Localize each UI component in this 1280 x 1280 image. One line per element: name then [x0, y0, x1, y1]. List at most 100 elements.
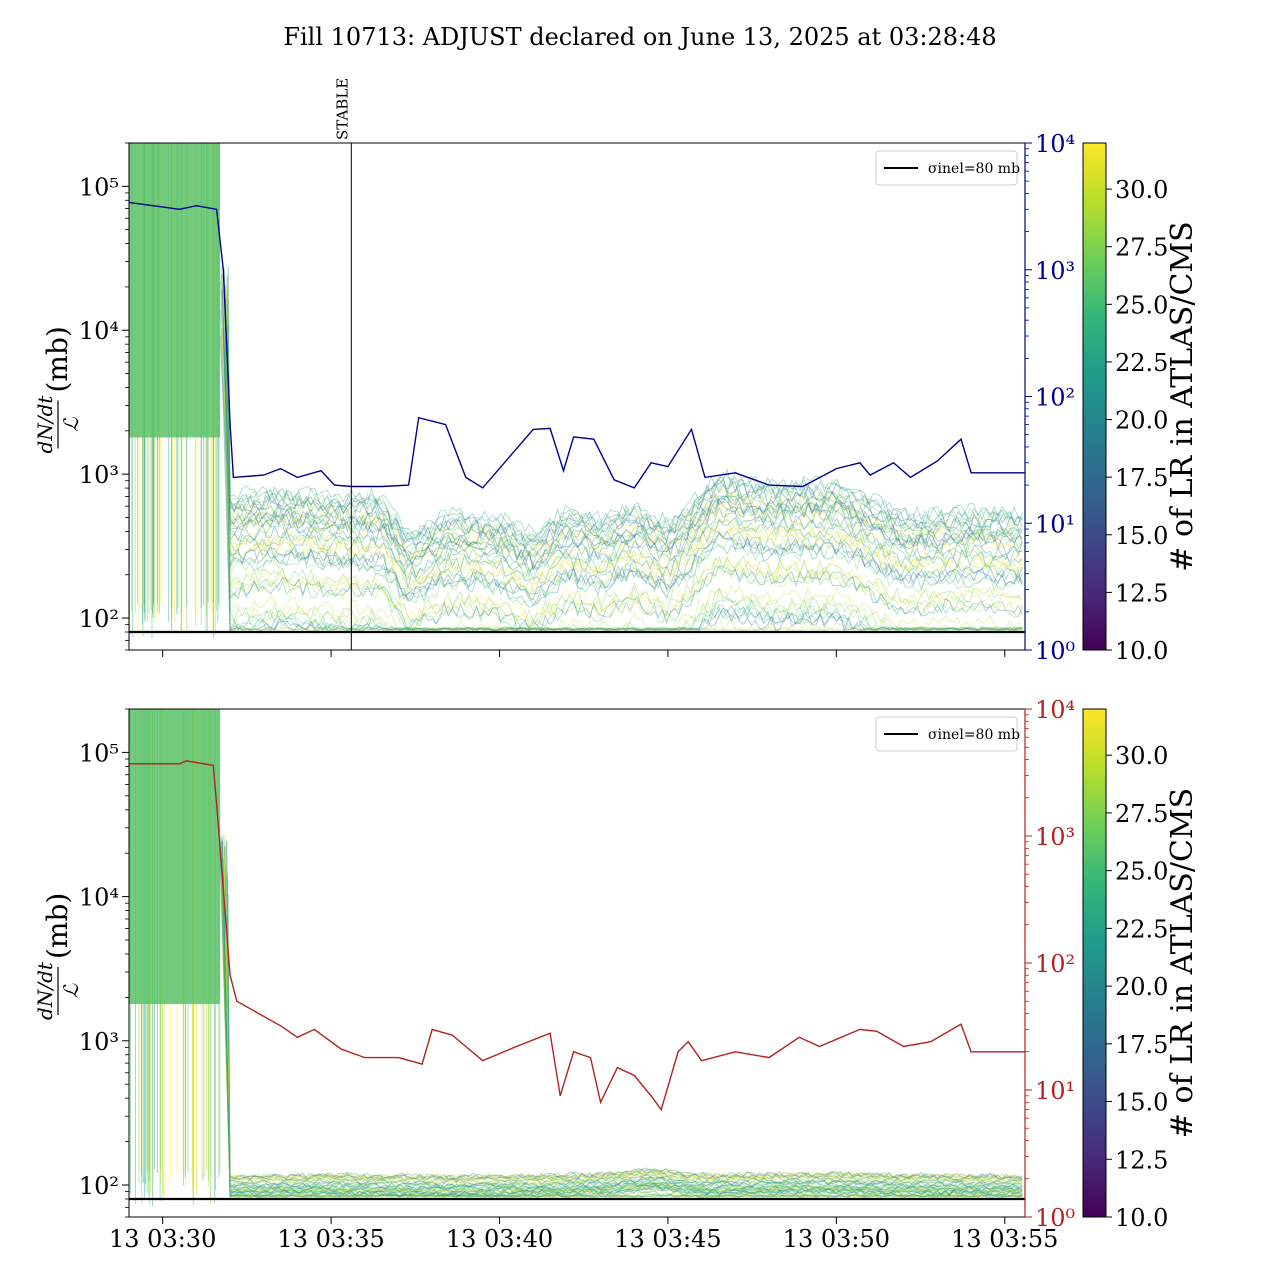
lr-trace [227, 340, 1023, 602]
lr-trace [224, 905, 1023, 1197]
y-tick-label: 10⁴ [79, 317, 119, 345]
lr-trace [220, 858, 1023, 1189]
y-axis-label: dN/dt ℒ (mb) [33, 893, 83, 1020]
lr-trace [227, 297, 1023, 632]
right-y-tick-label: 10⁰ [1035, 637, 1075, 665]
y-label-numerator: dN/dt [33, 395, 57, 454]
lr-trace [221, 871, 1023, 1198]
lr-trace [223, 268, 1023, 579]
lr-trace [227, 268, 1023, 563]
y-tick-label: 10⁵ [79, 173, 119, 201]
axes-frame [128, 708, 1026, 1218]
colorbar-tick-label: 27.5 [1115, 234, 1168, 262]
lr-trace [223, 898, 1023, 1193]
colorbar-tick-label: 10.0 [1115, 1204, 1168, 1232]
legend: σinel=80 mb [875, 150, 1020, 186]
lr-trace [221, 887, 1023, 1195]
legend-label: σinel=80 mb [928, 161, 1020, 177]
lr-trace [220, 281, 1023, 632]
y-label-denominator: ℒ [59, 983, 83, 998]
lr-trace [219, 854, 1023, 1182]
axes-frame [128, 142, 1026, 651]
pre-stable-band [129, 709, 220, 1004]
lr-trace [220, 841, 1023, 1199]
lr-trace [222, 327, 1023, 552]
lr-trace [222, 331, 1023, 566]
lr-trace [222, 840, 1023, 1199]
lr-trace [224, 855, 1023, 1180]
lr-trace [224, 312, 1023, 540]
right-axis-series-line [129, 760, 1025, 1112]
lr-trace [226, 325, 1023, 543]
lr-trace [221, 838, 1023, 1198]
colorbar-tick-label: 15.0 [1115, 522, 1168, 550]
y-label-numerator: dN/dt [33, 961, 57, 1020]
lr-trace [225, 284, 1023, 632]
lr-trace [224, 308, 1023, 599]
lr-trace [226, 290, 1023, 629]
lr-trace [227, 292, 1023, 543]
lr-trace [223, 342, 1023, 581]
colorbar: 10.0 12.5 15.0 17.5 20.0 22.5 25.0 27.5 30.0 # of… [1082, 142, 1200, 665]
y-tick-label: 10² [79, 1172, 119, 1200]
y-tick-label: 10³ [79, 461, 119, 489]
lr-trace [219, 309, 1023, 632]
lr-trace [221, 848, 1023, 1198]
right-y-tick-label: 10³ [1035, 823, 1075, 851]
colorbar: 10.0 12.5 15.0 17.5 20.0 22.5 25.0 27.5 30.0 # of… [1082, 708, 1200, 1232]
legend-box [875, 150, 1018, 186]
lr-trace [221, 838, 1023, 1195]
lr-trace [223, 268, 1023, 593]
lr-trace [225, 311, 1023, 632]
x-tick-label: 13 03:35 [277, 1225, 384, 1253]
lr-trace [220, 856, 1023, 1181]
lr-trace [220, 266, 1023, 547]
right-y-tick-label: 10¹ [1035, 1077, 1075, 1105]
right-y-tick-label: 10⁴ [1035, 696, 1075, 724]
y-tick-label: 10² [79, 605, 119, 633]
lr-trace [224, 868, 1023, 1192]
lr-trace [225, 303, 1023, 589]
colorbar-tick-label: 22.5 [1115, 349, 1168, 377]
lr-trace [224, 284, 1023, 633]
lr-trace [226, 877, 1023, 1194]
lr-trace [223, 832, 1023, 1182]
lr-trace [221, 840, 1023, 1180]
x-tick-label: 13 03:55 [951, 1225, 1058, 1253]
lr-trace [224, 870, 1023, 1198]
lr-trace [225, 896, 1023, 1184]
right-y-tick-label: 10⁰ [1035, 1204, 1075, 1232]
lr-trace [221, 274, 1023, 632]
colorbar-gradient [1082, 708, 1107, 1218]
lr-trace [222, 287, 1023, 560]
lr-trace [224, 846, 1023, 1198]
right-y-tick-label: 10³ [1035, 257, 1075, 285]
lr-trace [225, 323, 1023, 572]
colorbar-tick-label: 30.0 [1115, 742, 1168, 770]
right-y-tick-label: 10⁴ [1035, 130, 1075, 158]
y-axis-label: dN/dt ℒ (mb) [33, 326, 83, 453]
lr-trace [223, 874, 1023, 1194]
colorbar-tick-label: 30.0 [1115, 176, 1168, 204]
legend: σinel=80 mb [875, 716, 1020, 752]
y-label-denominator: ℒ [59, 417, 83, 432]
lr-traces [219, 266, 1023, 633]
lr-trace [224, 285, 1023, 560]
y-tick-label: 10⁵ [79, 739, 119, 767]
plot-area [129, 143, 1025, 639]
x-tick-label: 13 03:45 [614, 1225, 721, 1253]
legend-label: σinel=80 mb [928, 727, 1020, 743]
lr-traces [219, 832, 1023, 1199]
lr-trace [227, 301, 1023, 632]
lr-trace [222, 878, 1023, 1192]
colorbar-tick-label: 17.5 [1115, 464, 1168, 492]
stable-marker-label: STABLE [333, 78, 351, 140]
lr-trace [227, 894, 1023, 1190]
y-label-unit: (mb) [41, 326, 74, 392]
lr-trace [225, 867, 1023, 1198]
colorbar-gradient [1082, 142, 1107, 651]
y-label-unit: (mb) [41, 893, 74, 959]
figure-title: Fill 10713: ADJUST declared on June 13, … [283, 23, 996, 51]
lr-trace [224, 845, 1023, 1186]
lr-trace [227, 266, 1023, 573]
